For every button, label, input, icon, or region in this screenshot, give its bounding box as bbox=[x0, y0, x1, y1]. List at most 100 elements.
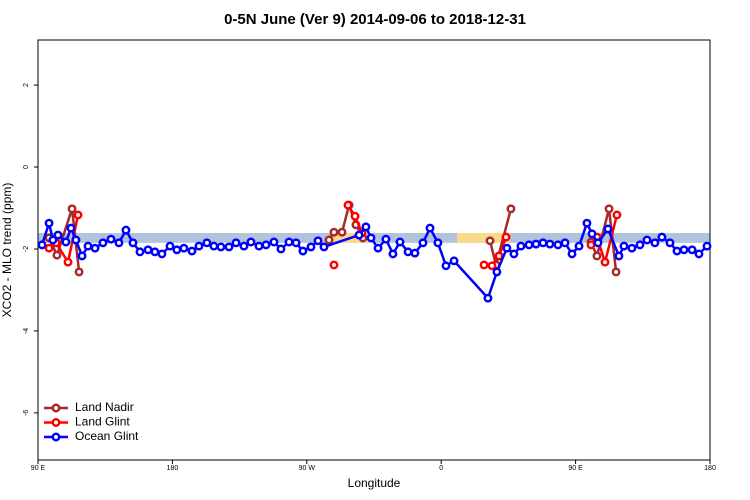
data-point bbox=[150, 247, 160, 257]
data-point bbox=[433, 238, 443, 248]
legend-marker bbox=[51, 418, 61, 427]
data-point bbox=[603, 224, 613, 234]
data-point bbox=[650, 238, 660, 248]
data-point bbox=[202, 238, 212, 248]
data-point bbox=[635, 240, 645, 250]
data-point bbox=[612, 210, 622, 220]
data-point bbox=[187, 246, 197, 256]
data-point bbox=[231, 238, 241, 248]
data-point bbox=[485, 236, 495, 246]
data-point bbox=[403, 247, 413, 257]
data-point bbox=[665, 238, 675, 248]
x-tick-label: 90 E bbox=[31, 465, 46, 472]
data-point bbox=[593, 238, 603, 248]
data-point bbox=[687, 245, 697, 255]
data-point bbox=[479, 260, 489, 270]
data-point bbox=[587, 229, 597, 239]
data-point bbox=[702, 241, 712, 251]
y-axis-label: XCO2 - MLO trend (ppm) bbox=[0, 183, 14, 318]
data-point bbox=[361, 222, 371, 232]
data-point bbox=[672, 246, 682, 256]
data-point bbox=[600, 257, 610, 267]
data-point bbox=[77, 251, 87, 261]
data-point bbox=[239, 241, 249, 251]
data-point bbox=[592, 251, 602, 261]
data-point bbox=[604, 204, 614, 214]
data-point bbox=[494, 251, 504, 261]
data-point bbox=[53, 230, 63, 240]
data-point bbox=[582, 218, 592, 228]
data-point bbox=[694, 249, 704, 259]
data-point bbox=[73, 210, 83, 220]
data-point bbox=[373, 243, 383, 253]
data-point bbox=[366, 233, 376, 243]
data-point bbox=[90, 243, 100, 253]
data-point bbox=[194, 241, 204, 251]
data-point bbox=[657, 232, 667, 242]
data-point bbox=[410, 248, 420, 258]
data-point bbox=[216, 242, 226, 252]
y-tick-label: 0 bbox=[23, 165, 30, 169]
data-point bbox=[560, 238, 570, 248]
data-point bbox=[545, 239, 555, 249]
data-point bbox=[313, 236, 323, 246]
data-point bbox=[553, 240, 563, 250]
x-tick-label: 0 bbox=[439, 465, 443, 472]
data-point bbox=[83, 241, 93, 251]
data-point bbox=[395, 237, 405, 247]
data-point bbox=[619, 241, 629, 251]
data-point bbox=[492, 267, 502, 277]
data-point bbox=[381, 234, 391, 244]
data-point bbox=[388, 249, 398, 259]
data-point bbox=[157, 249, 167, 259]
x-tick-label: 180 bbox=[704, 465, 716, 472]
y-tick-label: 2 bbox=[23, 83, 30, 87]
data-point bbox=[506, 204, 516, 214]
data-point bbox=[449, 256, 459, 266]
data-point bbox=[61, 237, 71, 247]
data-point bbox=[165, 241, 175, 251]
data-point bbox=[567, 249, 577, 259]
y-tick-label: -6 bbox=[23, 410, 30, 416]
data-point bbox=[679, 245, 689, 255]
data-point bbox=[501, 232, 511, 242]
data-point bbox=[44, 243, 54, 253]
data-point bbox=[291, 238, 301, 248]
data-point bbox=[627, 243, 637, 253]
y-tick-label: -2 bbox=[23, 246, 30, 252]
data-point bbox=[74, 267, 84, 277]
data-point bbox=[509, 249, 519, 259]
data-point bbox=[324, 235, 334, 245]
data-point bbox=[441, 261, 451, 271]
data-point bbox=[329, 260, 339, 270]
data-point bbox=[538, 238, 548, 248]
legend-marker bbox=[51, 432, 61, 442]
data-point bbox=[71, 235, 81, 245]
data-point bbox=[179, 243, 189, 253]
data-point bbox=[343, 200, 353, 210]
data-point bbox=[354, 230, 364, 240]
legend-marker bbox=[51, 403, 61, 413]
data-point bbox=[350, 211, 360, 221]
data-point bbox=[254, 241, 264, 251]
y-tick-label: -4 bbox=[23, 328, 30, 334]
data-point bbox=[261, 240, 271, 250]
data-point bbox=[337, 227, 347, 237]
data-point bbox=[67, 204, 77, 214]
data-point bbox=[37, 240, 47, 250]
data-point bbox=[298, 246, 308, 256]
data-point bbox=[172, 245, 182, 255]
data-point bbox=[224, 242, 234, 252]
data-point bbox=[487, 261, 497, 271]
legend-label: Ocean Glint bbox=[75, 429, 139, 443]
data-point bbox=[642, 235, 652, 245]
legend-label: Land Nadir bbox=[75, 400, 134, 414]
data-point bbox=[63, 257, 73, 267]
data-point bbox=[483, 293, 493, 303]
data-point bbox=[425, 223, 435, 233]
data-point bbox=[306, 242, 316, 252]
plot-frame bbox=[37, 39, 711, 461]
band bbox=[457, 232, 510, 243]
